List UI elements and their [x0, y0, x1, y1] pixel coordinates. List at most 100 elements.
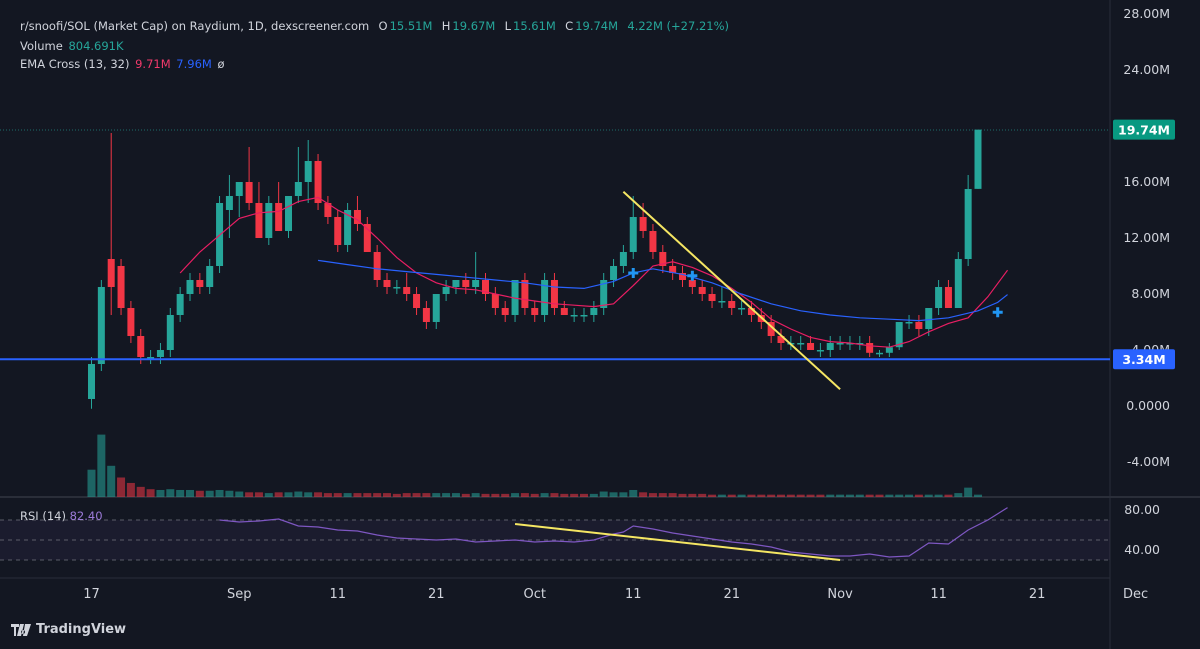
volume-bar: [254, 492, 263, 497]
price-tag-label: 3.34M: [1122, 352, 1165, 367]
volume-bar: [235, 491, 244, 497]
candle-body: [196, 280, 204, 287]
high-label: H: [441, 19, 451, 33]
close-value: 19.74M: [575, 19, 619, 33]
time-tick-label: Dec: [1123, 587, 1148, 602]
volume-bar: [392, 493, 401, 497]
volume-bar: [599, 491, 608, 497]
low-value: 15.61M: [513, 19, 556, 33]
candle-body: [570, 315, 578, 317]
candle-body: [501, 308, 509, 315]
cross-marker: [628, 268, 639, 278]
candle-body: [245, 182, 253, 203]
rsi-legend[interactable]: RSI (14) 82.40: [20, 509, 103, 523]
axes: -4.00M0.00004.00M8.00M12.00M16.00M20.00M…: [83, 6, 1175, 602]
candle-body: [836, 343, 844, 345]
volume-bar: [865, 494, 874, 497]
candle-body: [974, 129, 982, 189]
candle-body: [285, 196, 292, 231]
volume-bar: [373, 493, 382, 497]
symbol-title[interactable]: r/snoofi/SOL (Market Cap) on Raydium, 1D…: [20, 19, 370, 33]
volume-bar: [717, 494, 726, 497]
candle-body: [895, 322, 903, 348]
rsi-tick-label: 80.00: [1124, 502, 1160, 517]
volume-bar: [816, 494, 825, 497]
volume-bar: [136, 486, 145, 497]
candle-body: [482, 280, 489, 294]
volume-bar: [974, 494, 982, 497]
price-tick-label: 12.00M: [1123, 230, 1170, 245]
volume-bar: [560, 493, 569, 497]
main-legend: r/snoofi/SOL (Market Cap) on Raydium, 1D…: [20, 19, 731, 33]
volume-bar: [245, 492, 254, 497]
time-tick-label: 11: [625, 587, 642, 602]
open-label: O: [378, 19, 388, 33]
change-value: 4.22M (+27.21%): [627, 19, 730, 33]
time-tick-label: Sep: [227, 587, 252, 602]
volume-bar: [97, 434, 106, 497]
candle-body: [206, 266, 214, 287]
volume-legend[interactable]: Volume 804.691K: [20, 39, 126, 53]
volume-bar: [895, 494, 904, 497]
volume-bar: [648, 493, 657, 497]
volume-bar: [924, 494, 933, 497]
ema-extra: ø: [217, 57, 225, 71]
volume-bar: [422, 493, 431, 497]
volume-bar: [698, 493, 707, 497]
candle-body: [679, 273, 686, 280]
time-tick-label: 21: [1029, 587, 1046, 602]
tradingview-icon: [11, 623, 31, 636]
volume-bar: [107, 465, 116, 497]
volume-bar: [727, 494, 736, 497]
tradingview-logo[interactable]: TradingView: [11, 622, 126, 637]
candle-body: [442, 287, 450, 294]
volume-bar: [294, 491, 303, 497]
candle-body: [452, 280, 460, 287]
ema-fast-value: 9.71M: [135, 57, 171, 71]
volume-bar: [146, 489, 155, 497]
candle-body: [265, 203, 273, 238]
brand-name: TradingView: [36, 622, 127, 637]
volume-bar: [451, 493, 460, 497]
volume-bar: [530, 493, 539, 497]
candle-body: [915, 322, 923, 329]
candle-body: [235, 182, 243, 196]
candle-body: [511, 280, 519, 315]
candle-body: [422, 308, 430, 322]
volume-bar: [343, 493, 352, 497]
candle-body: [649, 231, 657, 252]
candle-body: [137, 336, 145, 357]
price-tick-label: 16.00M: [1123, 174, 1170, 189]
cross-marker: [992, 307, 1003, 318]
rsi-label: RSI (14): [20, 509, 66, 523]
volume-bar: [806, 494, 815, 497]
candle-body: [826, 343, 834, 350]
volume-bar: [836, 494, 845, 497]
volume-bar: [166, 489, 175, 497]
candle-body: [718, 301, 726, 303]
volume-bar: [176, 489, 185, 497]
trend-line: [622, 191, 841, 390]
candle-body: [491, 294, 499, 308]
candle-body: [925, 308, 933, 329]
volume-bar: [609, 492, 618, 497]
candle-body: [314, 161, 322, 203]
ema-legend[interactable]: EMA Cross (13, 32) 9.71M 7.96M ø: [20, 57, 227, 71]
volume-bar: [215, 489, 224, 497]
volume-bar: [964, 487, 973, 497]
candle-body: [954, 259, 962, 308]
volume-bar: [767, 494, 776, 497]
volume-bar: [914, 494, 923, 497]
volume-bar: [619, 492, 628, 497]
candle-body: [127, 308, 135, 336]
volume-bar: [777, 494, 785, 497]
candle-body: [403, 287, 411, 294]
volume-bar: [471, 493, 480, 497]
candle-body: [88, 364, 95, 399]
candle-body: [807, 343, 815, 350]
candle-body: [600, 280, 608, 308]
price-tick-label: 28.00M: [1123, 6, 1170, 21]
